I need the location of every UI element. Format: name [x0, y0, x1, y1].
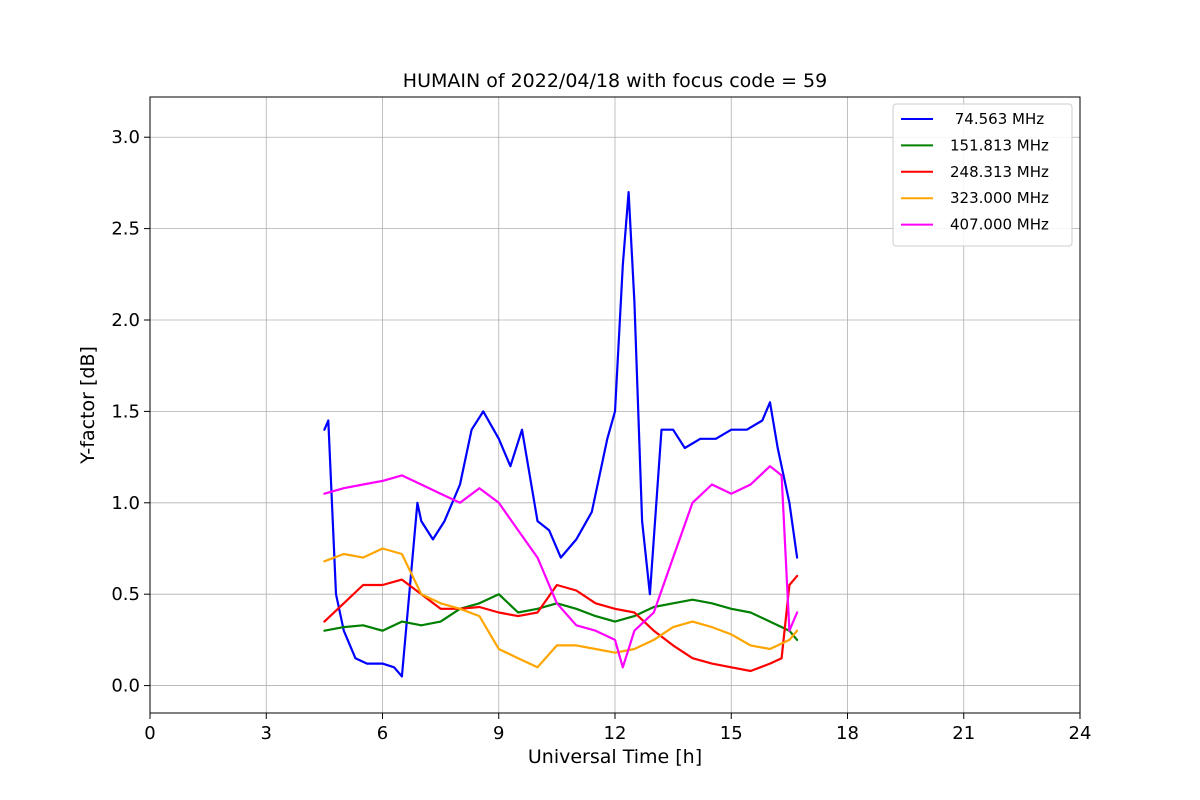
legend-label-2: 151.813 MHz	[950, 136, 1049, 154]
legend: 74.563 MHz 151.813 MHz 248.313 MHz 323.000 …	[892, 103, 1073, 247]
series-line-5	[323, 465, 799, 669]
series-line-3	[323, 574, 799, 673]
x-tick-label: 21	[952, 723, 975, 744]
x-tick-label: 0	[144, 723, 155, 744]
legend-label-3: 248.313 MHz	[950, 163, 1049, 181]
x-tick-label: 3	[261, 723, 272, 744]
y-tick-label: 1.5	[111, 401, 140, 422]
legend-label-1: 74.563 MHz	[950, 110, 1044, 128]
x-tick-label: 12	[604, 723, 627, 744]
series-layer	[323, 191, 799, 678]
y-tick-label: 0.0	[111, 676, 140, 697]
ticks: 0 3 6 9 12 15 18 21 24 0.0 0.5 1.0 1.5 2.0 2.5 3.0	[111, 127, 1091, 744]
y-tick-label: 2.0	[111, 310, 140, 331]
series-line-2	[323, 593, 799, 642]
chart-title: HUMAIN of 2022/04/18 with focus code = 5…	[403, 70, 827, 92]
x-tick-label: 6	[377, 723, 388, 744]
legend-frame	[892, 103, 1073, 247]
x-axis-label: Universal Time [h]	[528, 746, 702, 768]
y-tick-label: 0.5	[111, 584, 140, 605]
legend-label-4: 323.000 MHz	[950, 189, 1049, 207]
series-line-4	[323, 547, 799, 669]
y-tick-label: 1.0	[111, 493, 140, 514]
series-line-1	[323, 191, 799, 678]
x-tick-label: 18	[836, 723, 859, 744]
y-tick-label: 2.5	[111, 219, 140, 240]
legend-label-5: 407.000 MHz	[950, 216, 1049, 234]
x-tick-label: 24	[1069, 723, 1092, 744]
x-tick-label: 9	[493, 723, 504, 744]
y-tick-label: 3.0	[111, 127, 140, 148]
y-axis-label: Y-factor [dB]	[77, 346, 99, 465]
x-tick-label: 15	[720, 723, 743, 744]
